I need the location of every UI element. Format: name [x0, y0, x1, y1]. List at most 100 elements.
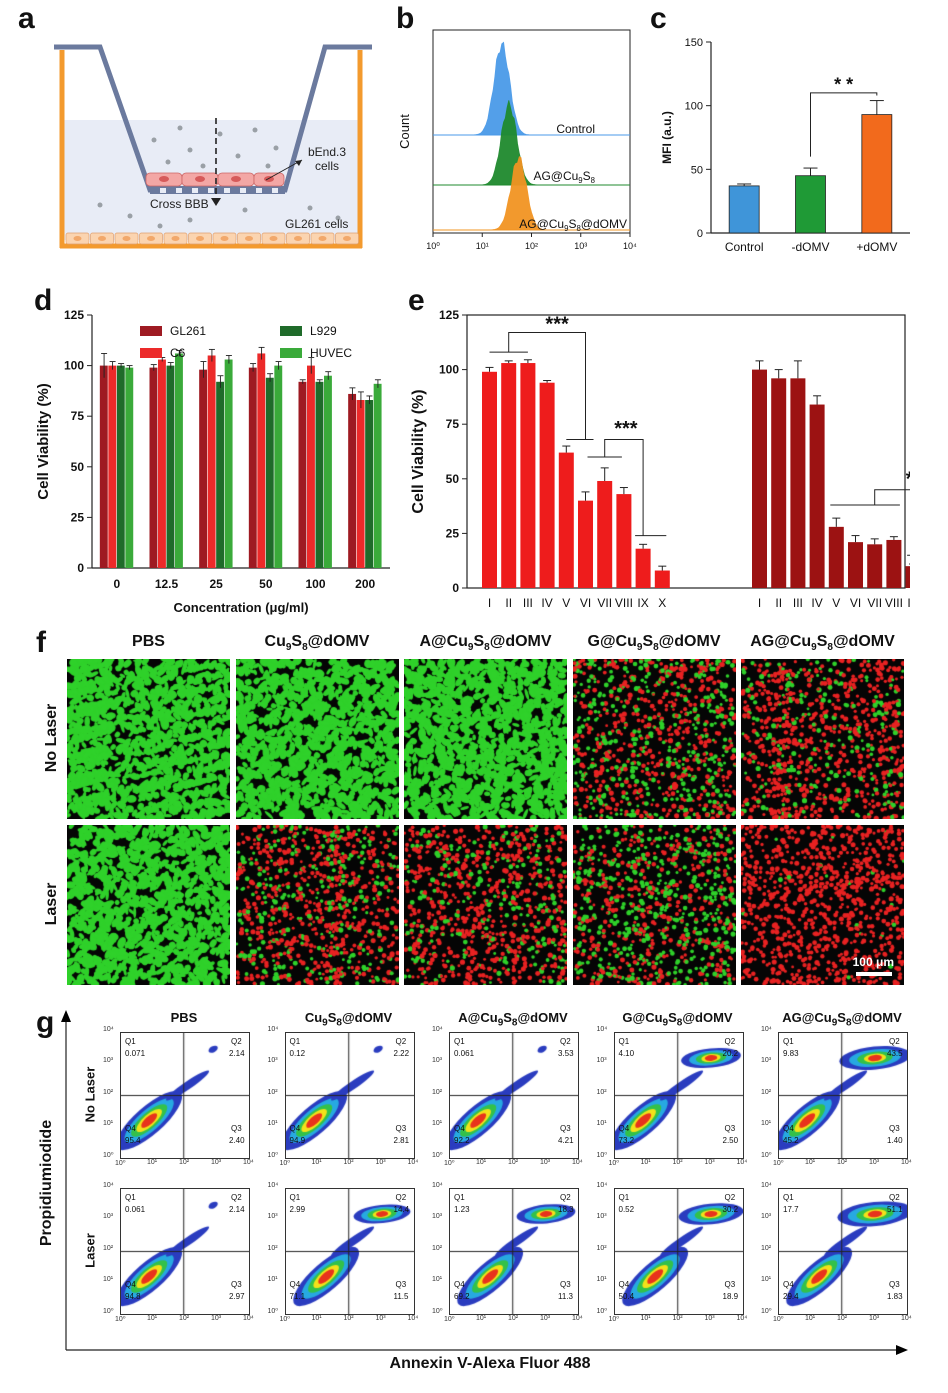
- y-axis-label: Cell Viability (%): [35, 383, 52, 499]
- fluorescence-field: [741, 825, 904, 985]
- fluorescence-field: [67, 825, 230, 985]
- bar-C6-0: [108, 365, 117, 568]
- bar-GL261-200: [348, 393, 357, 568]
- quadrant-name-Q3: Q3: [560, 1280, 571, 1289]
- quadrant-name-Q4: Q4: [289, 1124, 301, 1133]
- y-axis-label: MFI (a.u.): [660, 111, 674, 164]
- flow-y-tick-label: 10³: [103, 1057, 114, 1065]
- bar-L929-200: [365, 400, 374, 568]
- y-tick-label: 75: [71, 409, 85, 423]
- bar-group2-IX: [905, 566, 910, 588]
- quadrant-value-Q1: 0.52: [618, 1205, 635, 1214]
- scale-bar-label: 100 μm: [852, 955, 894, 969]
- flow-y-tick-label: 10⁴: [761, 1026, 772, 1033]
- fluorescence-field: [235, 825, 399, 985]
- y-tick-label: 25: [71, 510, 85, 524]
- quadrant-value-Q3: 2.40: [229, 1136, 245, 1145]
- x-tick-label: 0: [113, 577, 120, 591]
- x-tick-label: II: [775, 596, 782, 610]
- quadrant-value-Q3: 11.5: [393, 1292, 409, 1301]
- flow-x-tick-label: 10⁴: [736, 1315, 748, 1322]
- live-dead-image: [741, 659, 904, 819]
- bar-group2-III: [790, 378, 806, 588]
- x-tick-label: IV: [541, 596, 552, 610]
- bend3-label-line1: bEnd.3: [308, 145, 346, 159]
- flow-y-axis-label: Propidiumiodide: [38, 1119, 55, 1247]
- density-scatter: [779, 1189, 907, 1314]
- bar-L929-50: [265, 377, 274, 568]
- x-tick-label: III: [523, 596, 533, 610]
- panel-label-c: c: [650, 2, 667, 35]
- bar-group1-VII: [597, 480, 613, 588]
- flow-x-tick-label: 10⁰: [608, 1316, 620, 1323]
- gl261-nucleus: [245, 236, 253, 241]
- panel-label-f: f: [36, 626, 46, 659]
- bar-group1-VI: [578, 500, 593, 588]
- density-scatter: [779, 1033, 907, 1158]
- bracket-3: [874, 489, 910, 506]
- quadrant-value-Q4: 69.2: [454, 1292, 470, 1301]
- legend-swatch-L929: [280, 326, 302, 336]
- significance-bracket: [810, 92, 878, 157]
- panel-label-e: e: [408, 284, 425, 317]
- flow-plot: Q1 1.23 Q2 18.3 Q3 11.3 Q4 69.2: [449, 1188, 579, 1315]
- quadrant-value-Q4: 73.2: [618, 1136, 635, 1145]
- flow-y-tick-label: 10²: [267, 1088, 278, 1096]
- quadrant-name-Q3: Q3: [724, 1124, 736, 1133]
- quadrant-name-Q4: Q4: [454, 1280, 465, 1289]
- quadrant-value-Q3: 2.81: [393, 1136, 410, 1145]
- gl261-nucleus: [196, 236, 204, 241]
- flow-x-tick-label: 10⁴: [243, 1159, 254, 1166]
- quadrant-name-Q3: Q3: [560, 1124, 571, 1133]
- density-scatter: [450, 1033, 578, 1158]
- x-tick-label: VII: [867, 596, 882, 610]
- quadrant-value-Q4: 71.1: [289, 1292, 306, 1301]
- y-axis-label: Cell Viability (%): [410, 389, 427, 513]
- flow-y-tick-label: 10²: [761, 1244, 772, 1252]
- bar-GL261-12.5: [149, 367, 158, 568]
- flow-y-tick-label: 10³: [761, 1213, 772, 1221]
- flow-plot: Q1 9.83 Q2 43.5 Q3 1.40 Q4 45.2: [778, 1032, 908, 1159]
- flow-column-header: A@Cu9S8@dOMV: [458, 1010, 568, 1029]
- quadrant-name-Q1: Q1: [125, 1037, 136, 1046]
- flow-x-tick-label: 10¹: [805, 1159, 816, 1166]
- significance-label-2: ***: [614, 418, 638, 440]
- series-label-ag: AG@Cu9S8: [533, 169, 595, 185]
- x-tick-label: 200: [355, 577, 375, 591]
- flow-x-tick-label: 10⁰: [279, 1316, 291, 1323]
- y-arrowhead: [61, 1010, 71, 1022]
- bar-group1-I: [482, 371, 497, 588]
- quadrant-value-Q2: 2.14: [229, 1205, 245, 1214]
- legend-swatch-C6: [140, 348, 162, 358]
- x-tick-label: III: [793, 596, 803, 610]
- quadrant-value-Q2: 3.53: [558, 1049, 574, 1058]
- quadrant-value-Q1: 0.061: [125, 1205, 146, 1214]
- flow-y-tick-label: 10³: [596, 1057, 607, 1065]
- flow-y-tick-label: 10⁰: [267, 1308, 279, 1315]
- x-tick-label: IV: [811, 596, 822, 610]
- quadrant-name-Q4: Q4: [618, 1280, 630, 1289]
- quadrant-value-Q2: 30.2: [722, 1205, 739, 1214]
- flow-y-tick-label: 10³: [761, 1057, 772, 1065]
- flow-x-tick-label: 10⁴: [407, 1159, 419, 1166]
- x-axis-label: Concentration (μg/ml): [173, 600, 308, 615]
- flow-y-tick-label: 10⁴: [596, 1026, 608, 1033]
- x-tick-label: +dOMV: [856, 240, 897, 254]
- bar-GL261-100: [298, 381, 307, 568]
- flow-x-tick-label: 10¹: [476, 1315, 487, 1322]
- flow-histogram-chart: 10⁰ 10¹ 10² 10³ 10⁴ Count Control AG@Cu9S8 AG@Cu…: [397, 29, 637, 251]
- flow-x-tick-label: 10⁴: [572, 1159, 583, 1166]
- quadrant-name-Q2: Q2: [560, 1193, 571, 1202]
- significance-label-3: **: [906, 468, 910, 490]
- flow-y-tick-label: 10²: [103, 1244, 114, 1252]
- x-tick-label: 10⁴: [623, 241, 637, 251]
- flow-x-tick-label: 10⁴: [736, 1159, 748, 1166]
- flow-x-tick-label: 10³: [540, 1315, 551, 1322]
- flow-y-tick-label: 10¹: [596, 1275, 607, 1283]
- flow-plot: Q1 2.99 Q2 14.4 Q3 11.5 Q4 71.1: [284, 1188, 415, 1315]
- x-tick-label: X: [658, 596, 666, 610]
- density-scatter: [285, 1033, 414, 1158]
- flow-x-tick-label: 10²: [837, 1315, 848, 1322]
- gl261-nucleus: [343, 236, 351, 241]
- x-tick-label: 10²: [525, 241, 538, 251]
